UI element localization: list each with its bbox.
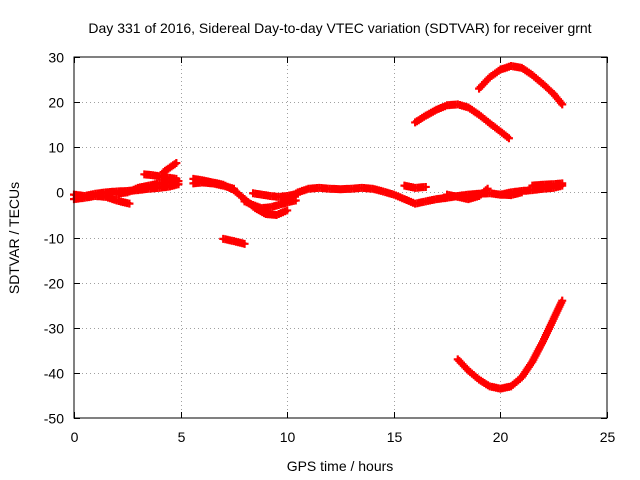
y-tick-label: 20 [48, 95, 64, 111]
series-arc-10 [219, 234, 249, 248]
data-trace [285, 189, 301, 202]
plot-frame [73, 56, 608, 419]
x-tick-label: 25 [600, 429, 616, 445]
data-trace [466, 104, 482, 118]
data-trace [498, 128, 512, 141]
data-trace [259, 191, 272, 200]
x-tick-label: 10 [280, 429, 296, 445]
y-axis-label: SDTVAR / TECUs [6, 182, 22, 294]
data-trace [476, 376, 492, 390]
data-trace [476, 112, 492, 126]
data-point [240, 239, 249, 248]
data-trace [540, 316, 557, 344]
y-tick-label: -50 [44, 411, 64, 427]
data-trace [540, 81, 557, 97]
data-trace [251, 189, 264, 199]
data-trace [518, 359, 536, 380]
data-trace [412, 112, 428, 126]
x-axis-label: GPS time / hours [287, 458, 394, 474]
data-trace [519, 65, 535, 78]
data-trace [530, 72, 546, 87]
data-point [558, 296, 567, 305]
grid [74, 57, 607, 418]
data-trace [487, 120, 503, 135]
data-point [483, 184, 492, 193]
series-arc-07 [189, 178, 238, 193]
data-trace [242, 198, 255, 209]
series-arc-05 [159, 159, 181, 177]
y-tick-label: 30 [48, 50, 64, 66]
y-tick-label: -10 [44, 231, 64, 247]
x-tick-label: 20 [493, 429, 509, 445]
data-trace [476, 74, 493, 91]
data-trace [551, 179, 565, 188]
data-trace [508, 374, 524, 389]
series-arc-12 [400, 181, 430, 192]
data-point [172, 174, 181, 183]
data-point [283, 206, 292, 215]
data-trace [268, 192, 281, 201]
series-arc-04 [140, 170, 181, 183]
data-points [70, 62, 567, 393]
data-trace [276, 199, 290, 209]
data-trace [455, 356, 471, 373]
data-trace [142, 170, 155, 179]
data-trace [551, 91, 565, 107]
data-trace [159, 172, 172, 182]
data-trace [476, 186, 490, 199]
series-arc-13 [443, 184, 492, 204]
data-trace [231, 187, 247, 202]
data-point [421, 182, 430, 191]
y-tick-label: 10 [48, 140, 64, 156]
data-trace [191, 178, 204, 188]
data-point [229, 184, 238, 193]
data-trace [168, 174, 179, 183]
chart-title: Day 331 of 2016, Sidereal Day-to-day VTE… [88, 20, 591, 36]
data-point [125, 199, 134, 208]
data-trace [466, 368, 482, 383]
data-point [558, 179, 567, 188]
y-tick-label: -30 [44, 321, 64, 337]
series-arc-18 [453, 296, 567, 393]
data-trace [161, 164, 173, 175]
y-tick-label: 0 [56, 185, 64, 201]
x-tick-label: 5 [178, 429, 186, 445]
y-tick-label: -40 [44, 366, 64, 382]
data-trace [151, 171, 164, 181]
series-arc-16 [411, 100, 513, 143]
x-tick-label: 15 [387, 429, 403, 445]
series-arc-15 [528, 179, 567, 190]
data-trace [268, 201, 281, 211]
series-arc-17 [475, 62, 567, 109]
y-tick-label: -20 [44, 276, 64, 292]
data-trace [487, 66, 503, 80]
x-tick-label: 0 [71, 429, 79, 445]
data-point [504, 134, 513, 143]
data-point [558, 100, 567, 109]
data-trace [276, 192, 290, 201]
data-point [172, 159, 181, 168]
data-trace [251, 201, 264, 212]
data-trace [167, 160, 179, 171]
data-trace [259, 203, 272, 212]
axes: 0 5 10 15 20 25 -50 -40 -30 -20 -10 0 10 20 30 [44, 50, 616, 446]
